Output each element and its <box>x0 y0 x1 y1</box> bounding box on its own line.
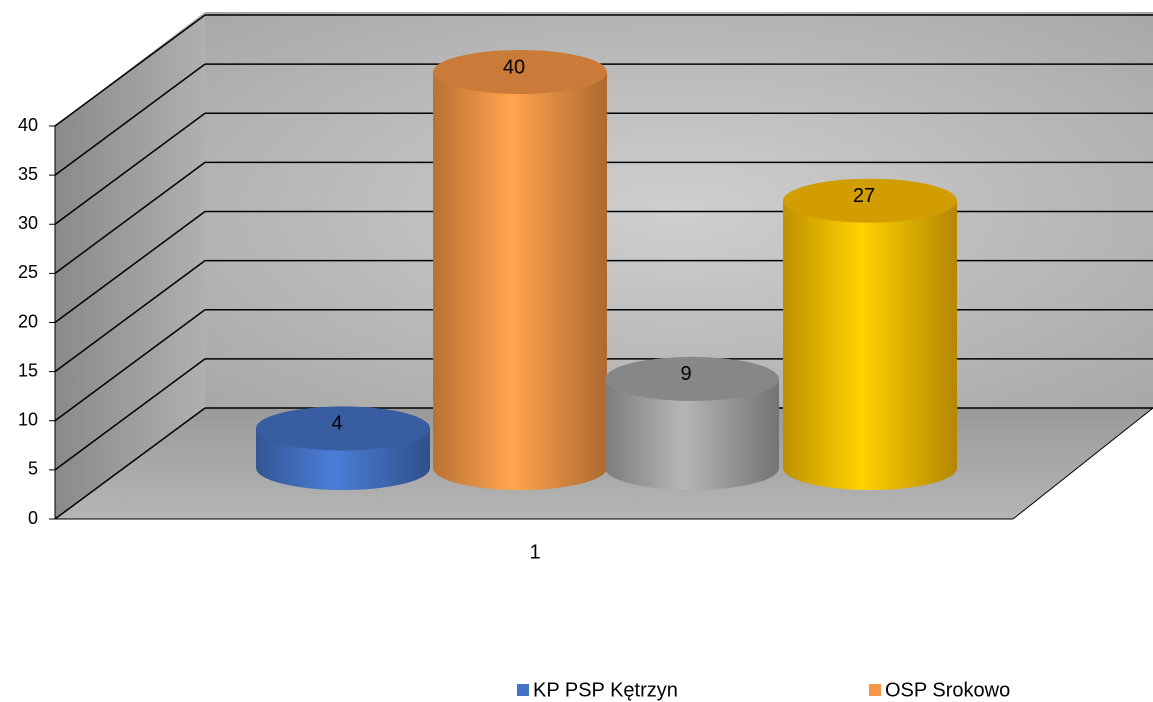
y-tick-label: 35 <box>18 164 38 184</box>
cylinder-body <box>783 200 957 490</box>
cylinder: 9 <box>605 356 779 490</box>
y-tick-label: 20 <box>18 311 38 331</box>
data-label: 40 <box>503 56 525 78</box>
grid-line <box>54 14 206 127</box>
data-label: 9 <box>680 363 691 385</box>
legend-swatch <box>869 684 881 696</box>
cylinder: 4 <box>256 406 430 490</box>
cylinder-body <box>605 378 779 490</box>
data-label: 27 <box>853 185 875 207</box>
grid-line <box>54 63 206 176</box>
y-tick-label: 0 <box>28 508 38 528</box>
cylinder-top <box>783 178 957 223</box>
legend-swatch <box>517 684 529 696</box>
y-tick-label: 30 <box>18 213 38 233</box>
cylinder: 27 <box>783 178 957 490</box>
data-label: 4 <box>331 413 342 435</box>
legend-label: KP PSP Kętrzyn <box>533 679 678 701</box>
y-tick-label: 5 <box>28 459 38 479</box>
cylinder: 40 <box>433 50 607 490</box>
bars: 4 40 9 27 <box>256 50 957 490</box>
cylinder-top <box>256 406 430 451</box>
floor-edge <box>1012 407 1153 520</box>
grid-line <box>54 210 206 324</box>
cylinder-body <box>433 72 607 490</box>
grid-line <box>54 161 206 274</box>
y-tick-label: 15 <box>18 360 38 380</box>
grid-line <box>54 260 206 373</box>
cylinder-top <box>605 356 779 401</box>
legend: KP PSP Kętrzyn OSP Srokowo <box>517 679 1010 701</box>
cylinder-top <box>433 50 607 94</box>
y-tick-label: 25 <box>18 262 38 282</box>
y-tick-label: 10 <box>18 410 38 430</box>
x-tick-label: 1 <box>529 541 540 563</box>
y-tick-label: 40 <box>18 115 38 135</box>
grid-line <box>54 112 206 225</box>
back-wall <box>205 12 1153 408</box>
grid-line <box>54 358 206 471</box>
legend-label: OSP Srokowo <box>885 679 1010 701</box>
grid-line <box>54 309 206 422</box>
grid <box>49 14 1153 520</box>
grid-line <box>54 407 206 520</box>
